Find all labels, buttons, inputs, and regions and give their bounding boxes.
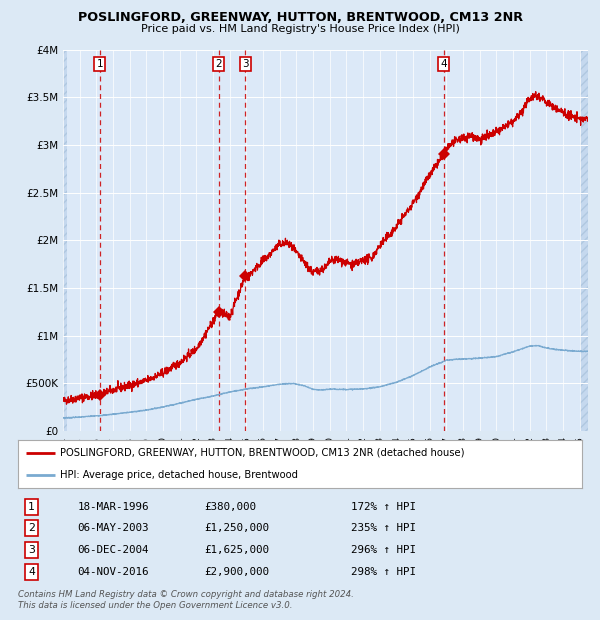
Text: Contains HM Land Registry data © Crown copyright and database right 2024.
This d: Contains HM Land Registry data © Crown c… bbox=[18, 590, 354, 609]
Text: Price paid vs. HM Land Registry's House Price Index (HPI): Price paid vs. HM Land Registry's House … bbox=[140, 24, 460, 33]
Text: 3: 3 bbox=[242, 59, 248, 69]
Text: POSLINGFORD, GREENWAY, HUTTON, BRENTWOOD, CM13 2NR: POSLINGFORD, GREENWAY, HUTTON, BRENTWOOD… bbox=[77, 11, 523, 24]
Text: 296% ↑ HPI: 296% ↑ HPI bbox=[351, 545, 416, 555]
Text: 06-MAY-2003: 06-MAY-2003 bbox=[77, 523, 149, 533]
Text: £1,250,000: £1,250,000 bbox=[204, 523, 269, 533]
Text: £2,900,000: £2,900,000 bbox=[204, 567, 269, 577]
Text: 1: 1 bbox=[28, 502, 35, 512]
Text: 4: 4 bbox=[28, 567, 35, 577]
Text: 18-MAR-1996: 18-MAR-1996 bbox=[77, 502, 149, 512]
Text: 235% ↑ HPI: 235% ↑ HPI bbox=[351, 523, 416, 533]
Text: 04-NOV-2016: 04-NOV-2016 bbox=[77, 567, 149, 577]
Text: 2: 2 bbox=[28, 523, 35, 533]
Text: 172% ↑ HPI: 172% ↑ HPI bbox=[351, 502, 416, 512]
Text: 2: 2 bbox=[215, 59, 222, 69]
Text: £1,625,000: £1,625,000 bbox=[204, 545, 269, 555]
Text: 06-DEC-2004: 06-DEC-2004 bbox=[77, 545, 149, 555]
Text: 3: 3 bbox=[28, 545, 35, 555]
Text: £380,000: £380,000 bbox=[204, 502, 256, 512]
Text: 1: 1 bbox=[97, 59, 103, 69]
Text: 298% ↑ HPI: 298% ↑ HPI bbox=[351, 567, 416, 577]
Text: HPI: Average price, detached house, Brentwood: HPI: Average price, detached house, Bren… bbox=[60, 470, 298, 480]
Text: POSLINGFORD, GREENWAY, HUTTON, BRENTWOOD, CM13 2NR (detached house): POSLINGFORD, GREENWAY, HUTTON, BRENTWOOD… bbox=[60, 448, 465, 458]
Text: 4: 4 bbox=[440, 59, 447, 69]
